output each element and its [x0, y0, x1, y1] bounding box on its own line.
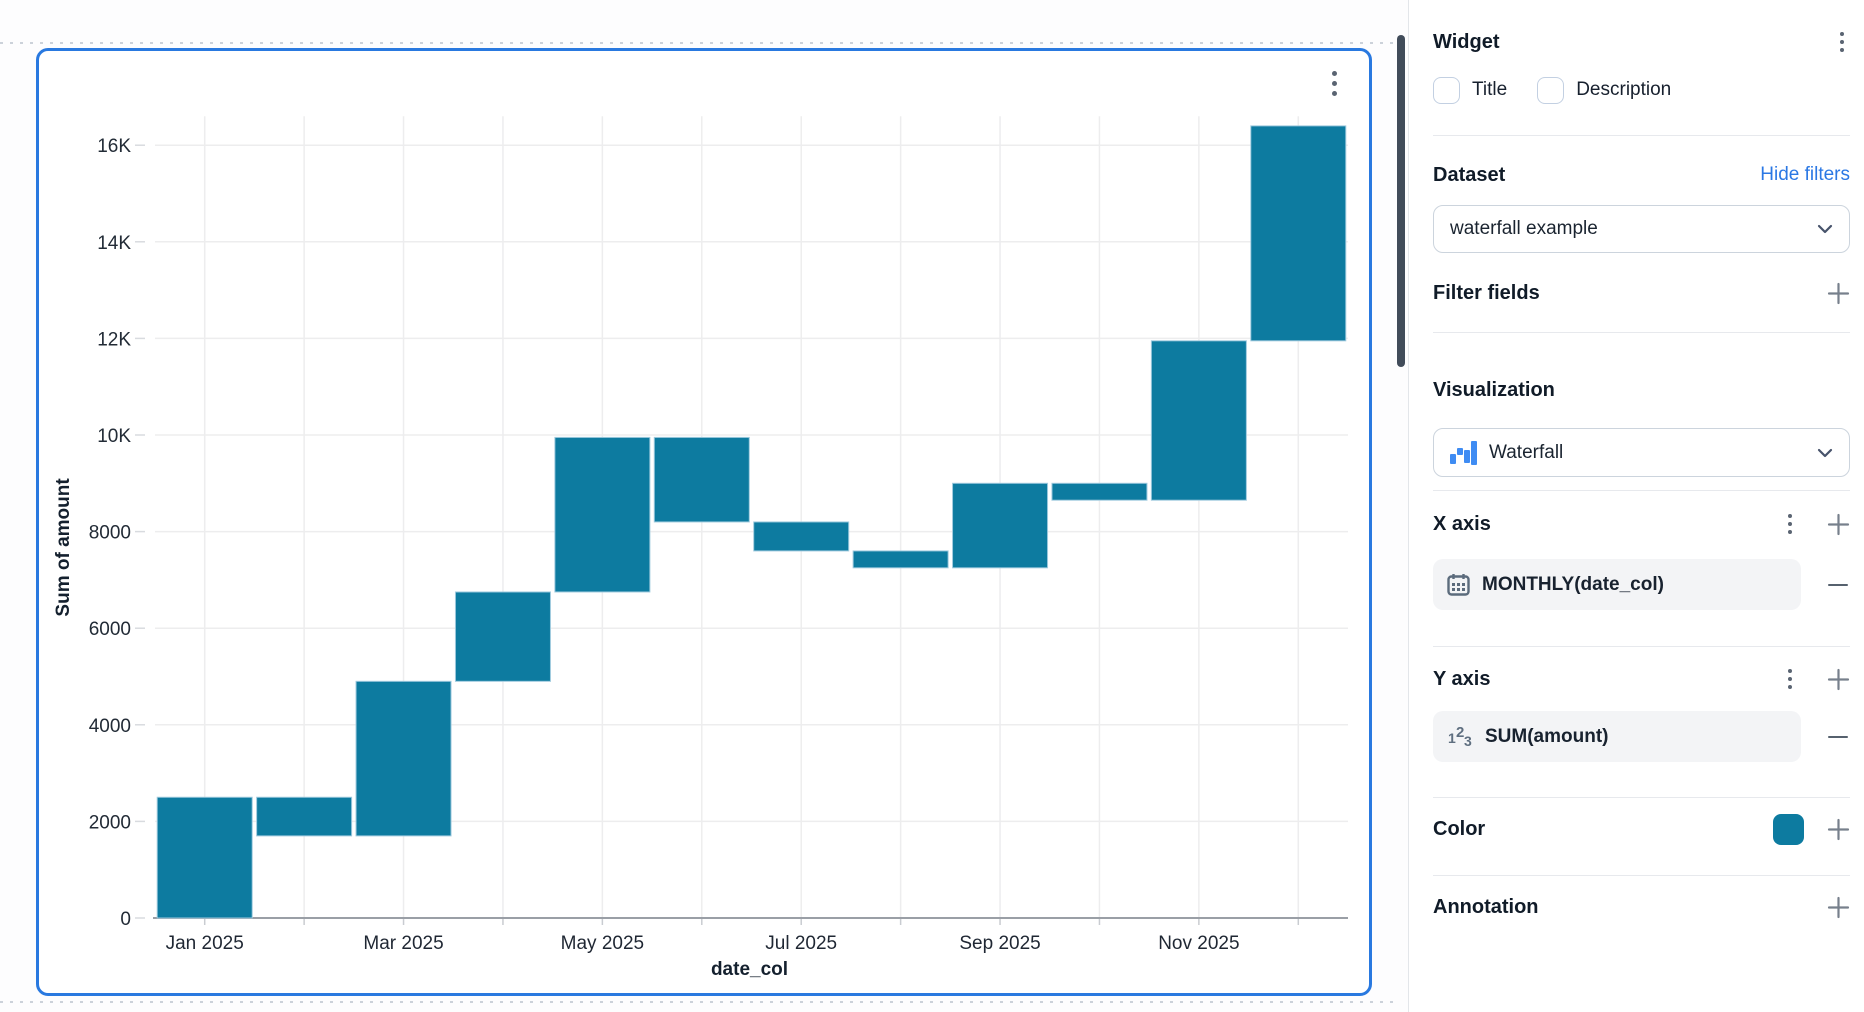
x-axis-field-pill[interactable]: MONTHLY(date_col) [1433, 559, 1801, 610]
description-checkbox-label: Description [1576, 79, 1672, 100]
y-tick-label: 8000 [89, 523, 131, 544]
waterfall-bar-aug-2025[interactable] [852, 550, 949, 569]
plus-icon [1827, 668, 1849, 690]
add-y-axis-field-button[interactable] [1826, 667, 1850, 691]
y-axis-field-name: SUM(amount) [1485, 725, 1609, 747]
color-section-title: Color [1433, 817, 1486, 840]
chevron-down-icon [1817, 448, 1833, 457]
y-tick-label: 16K [97, 136, 131, 157]
waterfall-widget-card[interactable]: 0 2000 4000 6000 8000 10K 12K 14K 16K Jan 2025 Mar… [36, 48, 1372, 996]
section-divider [1433, 646, 1850, 647]
waterfall-bar-apr-2025[interactable] [454, 591, 551, 682]
y-tick-label: 10K [97, 426, 131, 447]
filter-fields-title: Filter fields [1433, 281, 1540, 304]
y-tick-label: 12K [97, 329, 131, 350]
section-divider [1433, 332, 1850, 333]
visualization-section-title: Visualization [1433, 378, 1555, 401]
color-swatch[interactable] [1773, 813, 1804, 845]
widget-config-panel: Widget Title Description Dataset Hide fi… [1409, 0, 1864, 1012]
waterfall-bar-jun-2025[interactable] [653, 436, 750, 523]
waterfall-bar-mar-2025[interactable] [355, 680, 452, 837]
section-divider [1433, 875, 1850, 876]
title-checkbox[interactable] [1433, 76, 1460, 104]
waterfall-bar-jan-2025[interactable] [156, 796, 253, 919]
grid-guide-bottom [0, 1001, 1396, 1003]
x-tick-label: Mar 2025 [363, 933, 443, 954]
section-divider [1433, 797, 1850, 798]
y-axis-section-title: Y axis [1433, 667, 1491, 690]
description-checkbox[interactable] [1537, 76, 1565, 104]
waterfall-bar-feb-2025[interactable] [256, 796, 353, 837]
waterfall-bar-jul-2025[interactable] [753, 521, 850, 552]
add-x-axis-field-button[interactable] [1826, 512, 1850, 536]
grid-guide-top [0, 42, 1396, 44]
waterfall-bar-nov-2025[interactable] [1150, 340, 1247, 501]
waterfall-chart-svg: 0 2000 4000 6000 8000 10K 12K 14K 16K Jan 2025 Mar… [53, 116, 1348, 980]
plus-icon [1827, 818, 1849, 840]
x-tick-label: Jan 2025 [166, 933, 244, 954]
calendar-icon [1447, 574, 1470, 596]
panel-divider-line [1408, 0, 1409, 1012]
visualization-select[interactable]: Waterfall [1433, 428, 1850, 477]
y-tick-label: 4000 [89, 716, 131, 737]
waterfall-viz-icon [1450, 440, 1477, 466]
hide-filters-link[interactable]: Hide filters [1760, 164, 1850, 185]
widget-options-kebab-icon[interactable] [1834, 28, 1850, 56]
x-axis-field-name: MONTHLY(date_col) [1482, 573, 1664, 595]
y-tick-label: 6000 [89, 619, 131, 640]
add-annotation-button[interactable] [1826, 895, 1850, 919]
add-filter-field-button[interactable] [1826, 281, 1850, 305]
waterfall-bar-sep-2025[interactable] [952, 482, 1049, 569]
waterfall-bar-oct-2025[interactable] [1051, 482, 1148, 501]
title-checkbox-label: Title [1472, 79, 1508, 100]
y-tick-label: 0 [120, 909, 131, 930]
canvas-scrollbar[interactable] [1397, 35, 1405, 367]
y-tick-label: 14K [97, 233, 131, 254]
waterfall-bar-may-2025[interactable] [554, 436, 651, 593]
add-color-field-button[interactable] [1826, 817, 1850, 841]
y-axis-title: Sum of amount [53, 478, 74, 617]
x-tick-label: Sep 2025 [959, 933, 1040, 954]
y-tick-label: 2000 [89, 812, 131, 833]
x-axis-title: date_col [711, 959, 788, 980]
dataset-selected-value: waterfall example [1450, 218, 1598, 239]
y-axis-kebab-icon[interactable] [1782, 665, 1798, 693]
visualization-selected-value: Waterfall [1489, 441, 1564, 463]
plus-icon [1827, 513, 1849, 535]
section-divider [1433, 490, 1850, 491]
x-tick-label: Nov 2025 [1158, 933, 1239, 954]
dataset-section-title: Dataset [1433, 163, 1506, 186]
widget-kebab-menu-icon[interactable] [1328, 67, 1341, 100]
x-tick-label: May 2025 [561, 933, 644, 954]
remove-x-axis-field-button[interactable] [1826, 573, 1850, 597]
x-axis-section-title: X axis [1433, 512, 1491, 535]
waterfall-bar-dec-2025[interactable] [1250, 125, 1347, 342]
x-tick-label: Jul 2025 [765, 933, 837, 954]
remove-y-axis-field-button[interactable] [1826, 725, 1850, 749]
chevron-down-icon [1817, 224, 1833, 234]
dataset-select[interactable]: waterfall example [1433, 205, 1850, 253]
dashboard-canvas: 0 2000 4000 6000 8000 10K 12K 14K 16K Jan 2025 Mar… [0, 42, 1396, 1003]
plus-icon [1827, 896, 1849, 918]
annotation-section-title: Annotation [1433, 895, 1539, 918]
plus-icon [1827, 282, 1849, 304]
x-axis-kebab-icon[interactable] [1782, 510, 1798, 538]
section-divider [1433, 135, 1850, 136]
panel-title: Widget [1433, 30, 1500, 53]
